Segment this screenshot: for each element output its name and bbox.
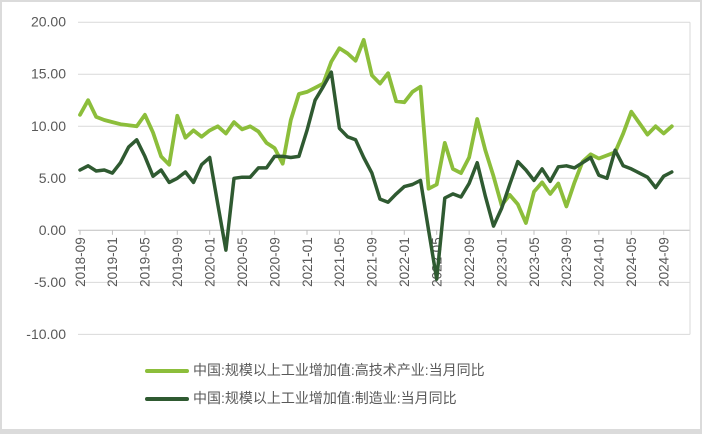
x-axis-tick-label: 2021-09 xyxy=(365,237,380,287)
legend-swatch-high-tech-icon xyxy=(145,368,189,373)
series-manufacturing-line[interactable] xyxy=(78,70,674,281)
x-axis-ticks xyxy=(79,230,665,235)
x-axis-tick-label: 2018-09 xyxy=(73,237,88,287)
x-axis-tick-label: 2019-05 xyxy=(138,237,153,287)
y-axis-tick-label: 15.00 xyxy=(31,66,66,82)
legend-label-high-tech: 中国:规模以上工业增加值:高技术产业:当月同比 xyxy=(193,362,485,378)
x-axis-tick-label: 2022-01 xyxy=(397,237,412,287)
legend: 中国:规模以上工业增加值:高技术产业:当月同比 中国:规模以上工业增加值:制造业… xyxy=(145,362,485,407)
y-axis-tick-label: 10.00 xyxy=(31,118,66,134)
legend-item-manufacturing[interactable]: 中国:规模以上工业增加值:制造业:当月同比 xyxy=(145,390,485,407)
y-axis-tick-label: -5.00 xyxy=(34,274,66,290)
y-axis-tick-label: -10.00 xyxy=(26,326,66,342)
x-axis-tick-label: 2020-01 xyxy=(203,237,218,287)
x-axis-tick-label: 2021-01 xyxy=(300,237,315,287)
legend-item-high-tech[interactable]: 中国:规模以上工业增加值:高技术产业:当月同比 xyxy=(145,362,485,379)
y-axis-tick-label: 5.00 xyxy=(39,170,66,186)
legend-label-manufacturing: 中国:规模以上工业增加值:制造业:当月同比 xyxy=(193,390,457,406)
x-axis-tick-label: 2024-09 xyxy=(657,237,672,287)
y-axis-labels: 20.00 15.00 10.00 5.00 0.00 -5.00 -10.00 xyxy=(26,14,66,342)
x-axis-tick-label: 2019-01 xyxy=(105,237,120,287)
x-axis-tick-label: 2023-05 xyxy=(527,237,542,287)
legend-swatch-manufacturing-icon xyxy=(145,396,189,401)
x-axis-tick-label: 2021-05 xyxy=(332,237,347,287)
x-axis-tick-label: 2020-05 xyxy=(235,237,250,287)
x-axis-tick-label: 2019-09 xyxy=(170,237,185,287)
x-axis-tick-label: 2023-09 xyxy=(559,237,574,287)
x-axis-tick-label: 2022-09 xyxy=(462,237,477,287)
series-high-tech-line[interactable] xyxy=(78,38,674,225)
y-axis-tick-label: 20.00 xyxy=(31,14,66,30)
x-axis-tick-label: 2024-05 xyxy=(624,237,639,287)
x-axis-tick-label: 2024-01 xyxy=(592,237,607,287)
y-axis-tick-label: 0.00 xyxy=(39,222,66,238)
x-axis-tick-label: 2023-01 xyxy=(494,237,509,287)
x-axis-tick-label: 2020-09 xyxy=(267,237,282,287)
x-axis-labels: 2018-09 2019-01 2019-05 2019-09 2020-01 2020-… xyxy=(73,237,672,287)
